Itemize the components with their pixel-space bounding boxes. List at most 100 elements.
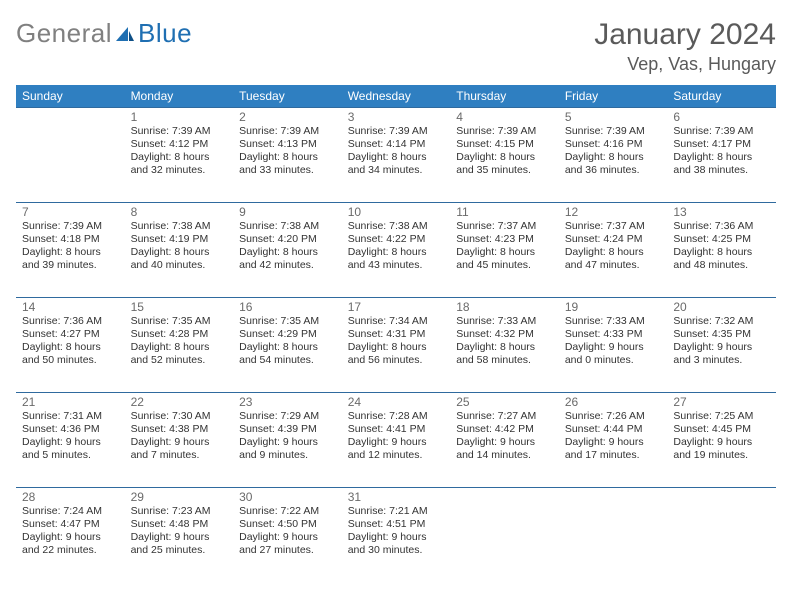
sunrise-line: Sunrise: 7:36 AM [673, 220, 770, 233]
day-number: 16 [239, 300, 336, 314]
month-title: January 2024 [594, 18, 776, 52]
calendar-day-cell: 16Sunrise: 7:35 AMSunset: 4:29 PMDayligh… [233, 298, 342, 393]
sunrise-line: Sunrise: 7:33 AM [565, 315, 662, 328]
daylight-line: Daylight: 8 hours and 47 minutes. [565, 246, 662, 272]
day-number: 30 [239, 490, 336, 504]
sunrise-line: Sunrise: 7:30 AM [131, 410, 228, 423]
calendar-day-cell: 19Sunrise: 7:33 AMSunset: 4:33 PMDayligh… [559, 298, 668, 393]
day-number: 21 [22, 395, 119, 409]
dow-header: Saturday [667, 85, 776, 108]
day-details: Sunrise: 7:27 AMSunset: 4:42 PMDaylight:… [456, 410, 553, 463]
calendar-day-cell: 25Sunrise: 7:27 AMSunset: 4:42 PMDayligh… [450, 393, 559, 488]
calendar-day-cell: 6Sunrise: 7:39 AMSunset: 4:17 PMDaylight… [667, 108, 776, 203]
day-number: 22 [131, 395, 228, 409]
sunset-line: Sunset: 4:38 PM [131, 423, 228, 436]
sunset-line: Sunset: 4:25 PM [673, 233, 770, 246]
day-number: 27 [673, 395, 770, 409]
sunrise-line: Sunrise: 7:31 AM [22, 410, 119, 423]
day-details: Sunrise: 7:22 AMSunset: 4:50 PMDaylight:… [239, 505, 336, 558]
sunrise-line: Sunrise: 7:33 AM [456, 315, 553, 328]
day-details: Sunrise: 7:39 AMSunset: 4:17 PMDaylight:… [673, 125, 770, 178]
dow-header: Tuesday [233, 85, 342, 108]
sunrise-line: Sunrise: 7:25 AM [673, 410, 770, 423]
calendar-table: Sunday Monday Tuesday Wednesday Thursday… [16, 85, 776, 582]
daylight-line: Daylight: 8 hours and 33 minutes. [239, 151, 336, 177]
daylight-line: Daylight: 9 hours and 9 minutes. [239, 436, 336, 462]
day-details: Sunrise: 7:36 AMSunset: 4:27 PMDaylight:… [22, 315, 119, 368]
calendar-day-cell: 24Sunrise: 7:28 AMSunset: 4:41 PMDayligh… [342, 393, 451, 488]
sunrise-line: Sunrise: 7:39 AM [673, 125, 770, 138]
calendar-day-cell: 3Sunrise: 7:39 AMSunset: 4:14 PMDaylight… [342, 108, 451, 203]
sunrise-line: Sunrise: 7:36 AM [22, 315, 119, 328]
day-number: 9 [239, 205, 336, 219]
calendar-day-cell: 18Sunrise: 7:33 AMSunset: 4:32 PMDayligh… [450, 298, 559, 393]
dow-header: Sunday [16, 85, 125, 108]
sunset-line: Sunset: 4:32 PM [456, 328, 553, 341]
day-details: Sunrise: 7:30 AMSunset: 4:38 PMDaylight:… [131, 410, 228, 463]
dow-header: Monday [125, 85, 234, 108]
sunrise-line: Sunrise: 7:35 AM [131, 315, 228, 328]
sunset-line: Sunset: 4:36 PM [22, 423, 119, 436]
day-number: 14 [22, 300, 119, 314]
sunset-line: Sunset: 4:29 PM [239, 328, 336, 341]
location-line: Vep, Vas, Hungary [594, 54, 776, 75]
daylight-line: Daylight: 9 hours and 27 minutes. [239, 531, 336, 557]
sunset-line: Sunset: 4:47 PM [22, 518, 119, 531]
calendar-day-cell: 8Sunrise: 7:38 AMSunset: 4:19 PMDaylight… [125, 203, 234, 298]
daylight-line: Daylight: 9 hours and 25 minutes. [131, 531, 228, 557]
sunset-line: Sunset: 4:12 PM [131, 138, 228, 151]
sunset-line: Sunset: 4:16 PM [565, 138, 662, 151]
dow-header: Friday [559, 85, 668, 108]
day-number: 26 [565, 395, 662, 409]
calendar-day-cell: 21Sunrise: 7:31 AMSunset: 4:36 PMDayligh… [16, 393, 125, 488]
day-number: 10 [348, 205, 445, 219]
day-number: 12 [565, 205, 662, 219]
daylight-line: Daylight: 8 hours and 56 minutes. [348, 341, 445, 367]
daylight-line: Daylight: 9 hours and 5 minutes. [22, 436, 119, 462]
day-details: Sunrise: 7:35 AMSunset: 4:28 PMDaylight:… [131, 315, 228, 368]
sunrise-line: Sunrise: 7:32 AM [673, 315, 770, 328]
calendar-day-cell: 7Sunrise: 7:39 AMSunset: 4:18 PMDaylight… [16, 203, 125, 298]
sunset-line: Sunset: 4:14 PM [348, 138, 445, 151]
daylight-line: Daylight: 8 hours and 35 minutes. [456, 151, 553, 177]
day-number: 31 [348, 490, 445, 504]
daylight-line: Daylight: 8 hours and 39 minutes. [22, 246, 119, 272]
sunset-line: Sunset: 4:24 PM [565, 233, 662, 246]
daylight-line: Daylight: 8 hours and 50 minutes. [22, 341, 119, 367]
dow-header: Thursday [450, 85, 559, 108]
calendar-day-cell: 31Sunrise: 7:21 AMSunset: 4:51 PMDayligh… [342, 488, 451, 583]
sunrise-line: Sunrise: 7:21 AM [348, 505, 445, 518]
sunset-line: Sunset: 4:18 PM [22, 233, 119, 246]
sunrise-line: Sunrise: 7:39 AM [239, 125, 336, 138]
day-number: 8 [131, 205, 228, 219]
calendar-day-cell: 4Sunrise: 7:39 AMSunset: 4:15 PMDaylight… [450, 108, 559, 203]
daylight-line: Daylight: 9 hours and 19 minutes. [673, 436, 770, 462]
sunrise-line: Sunrise: 7:38 AM [131, 220, 228, 233]
day-number: 4 [456, 110, 553, 124]
sunset-line: Sunset: 4:51 PM [348, 518, 445, 531]
daylight-line: Daylight: 8 hours and 43 minutes. [348, 246, 445, 272]
day-details: Sunrise: 7:39 AMSunset: 4:18 PMDaylight:… [22, 220, 119, 273]
sunrise-line: Sunrise: 7:39 AM [348, 125, 445, 138]
daylight-line: Daylight: 8 hours and 54 minutes. [239, 341, 336, 367]
page-header: General Blue January 2024 Vep, Vas, Hung… [16, 18, 776, 75]
day-details: Sunrise: 7:38 AMSunset: 4:20 PMDaylight:… [239, 220, 336, 273]
day-number: 6 [673, 110, 770, 124]
calendar-day-cell: 10Sunrise: 7:38 AMSunset: 4:22 PMDayligh… [342, 203, 451, 298]
sunrise-line: Sunrise: 7:28 AM [348, 410, 445, 423]
sunset-line: Sunset: 4:42 PM [456, 423, 553, 436]
day-number: 29 [131, 490, 228, 504]
calendar-day-cell [667, 488, 776, 583]
sunset-line: Sunset: 4:41 PM [348, 423, 445, 436]
calendar-week-row: 1Sunrise: 7:39 AMSunset: 4:12 PMDaylight… [16, 108, 776, 203]
calendar-day-cell: 13Sunrise: 7:36 AMSunset: 4:25 PMDayligh… [667, 203, 776, 298]
dow-header: Wednesday [342, 85, 451, 108]
sunrise-line: Sunrise: 7:23 AM [131, 505, 228, 518]
day-details: Sunrise: 7:38 AMSunset: 4:22 PMDaylight:… [348, 220, 445, 273]
sunrise-line: Sunrise: 7:22 AM [239, 505, 336, 518]
calendar-day-cell: 28Sunrise: 7:24 AMSunset: 4:47 PMDayligh… [16, 488, 125, 583]
sunrise-line: Sunrise: 7:29 AM [239, 410, 336, 423]
daylight-line: Daylight: 9 hours and 30 minutes. [348, 531, 445, 557]
daylight-line: Daylight: 9 hours and 0 minutes. [565, 341, 662, 367]
sunrise-line: Sunrise: 7:37 AM [565, 220, 662, 233]
